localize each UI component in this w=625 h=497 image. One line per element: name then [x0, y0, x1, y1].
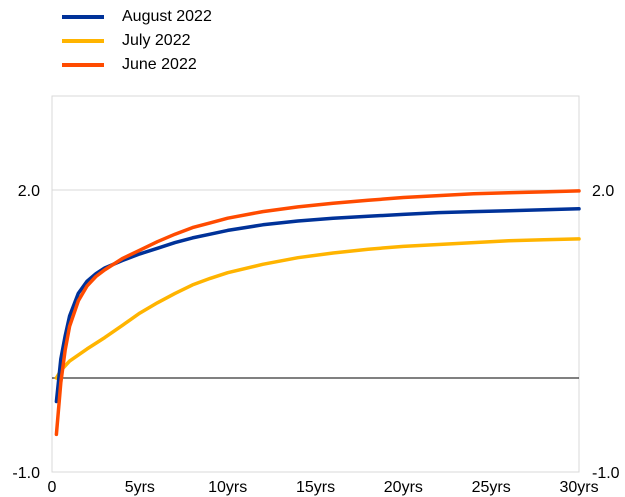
legend-swatch-august-2022: [62, 15, 104, 19]
x-tick-label-15yrs: 15yrs: [296, 479, 335, 496]
y-tick-label-left-1-0: -1.0: [12, 465, 40, 482]
legend-item-july-2022: July 2022: [62, 30, 191, 52]
plot-area: [51, 95, 580, 473]
x-tick-label-25yrs: 25yrs: [472, 479, 511, 496]
x-tick-label-0: 0: [48, 479, 57, 496]
legend-item-june-2022: June 2022: [62, 54, 197, 76]
series-line-june-2022: [54, 189, 581, 437]
legend-swatch-june-2022: [62, 63, 104, 67]
legend-swatch-july-2022: [62, 39, 104, 43]
series-layer: [54, 189, 581, 437]
ticks-layer: 0 5yrs 10yrs 15yrs 20yrs 25yrs 30yrs 2.0 2.0 -1.0…: [12, 183, 619, 496]
series-line-july-2022: [54, 237, 581, 380]
y-tick-label-right-1-0: -1.0: [592, 465, 620, 482]
series-line-august-2022: [54, 207, 581, 404]
x-tick-label-5yrs: 5yrs: [125, 479, 155, 496]
legend-label-august-2022: August 2022: [122, 8, 212, 25]
y-tick-label-right-2-0: 2.0: [592, 183, 614, 200]
x-tick-label-30yrs: 30yrs: [559, 479, 598, 496]
legend-item-august-2022: August 2022: [62, 6, 212, 28]
x-tick-label-20yrs: 20yrs: [384, 479, 423, 496]
x-tick-label-10yrs: 10yrs: [208, 479, 247, 496]
y-tick-label-left-2-0: 2.0: [18, 183, 40, 200]
legend-label-july-2022: July 2022: [122, 32, 191, 49]
legend-label-june-2022: June 2022: [122, 56, 197, 73]
